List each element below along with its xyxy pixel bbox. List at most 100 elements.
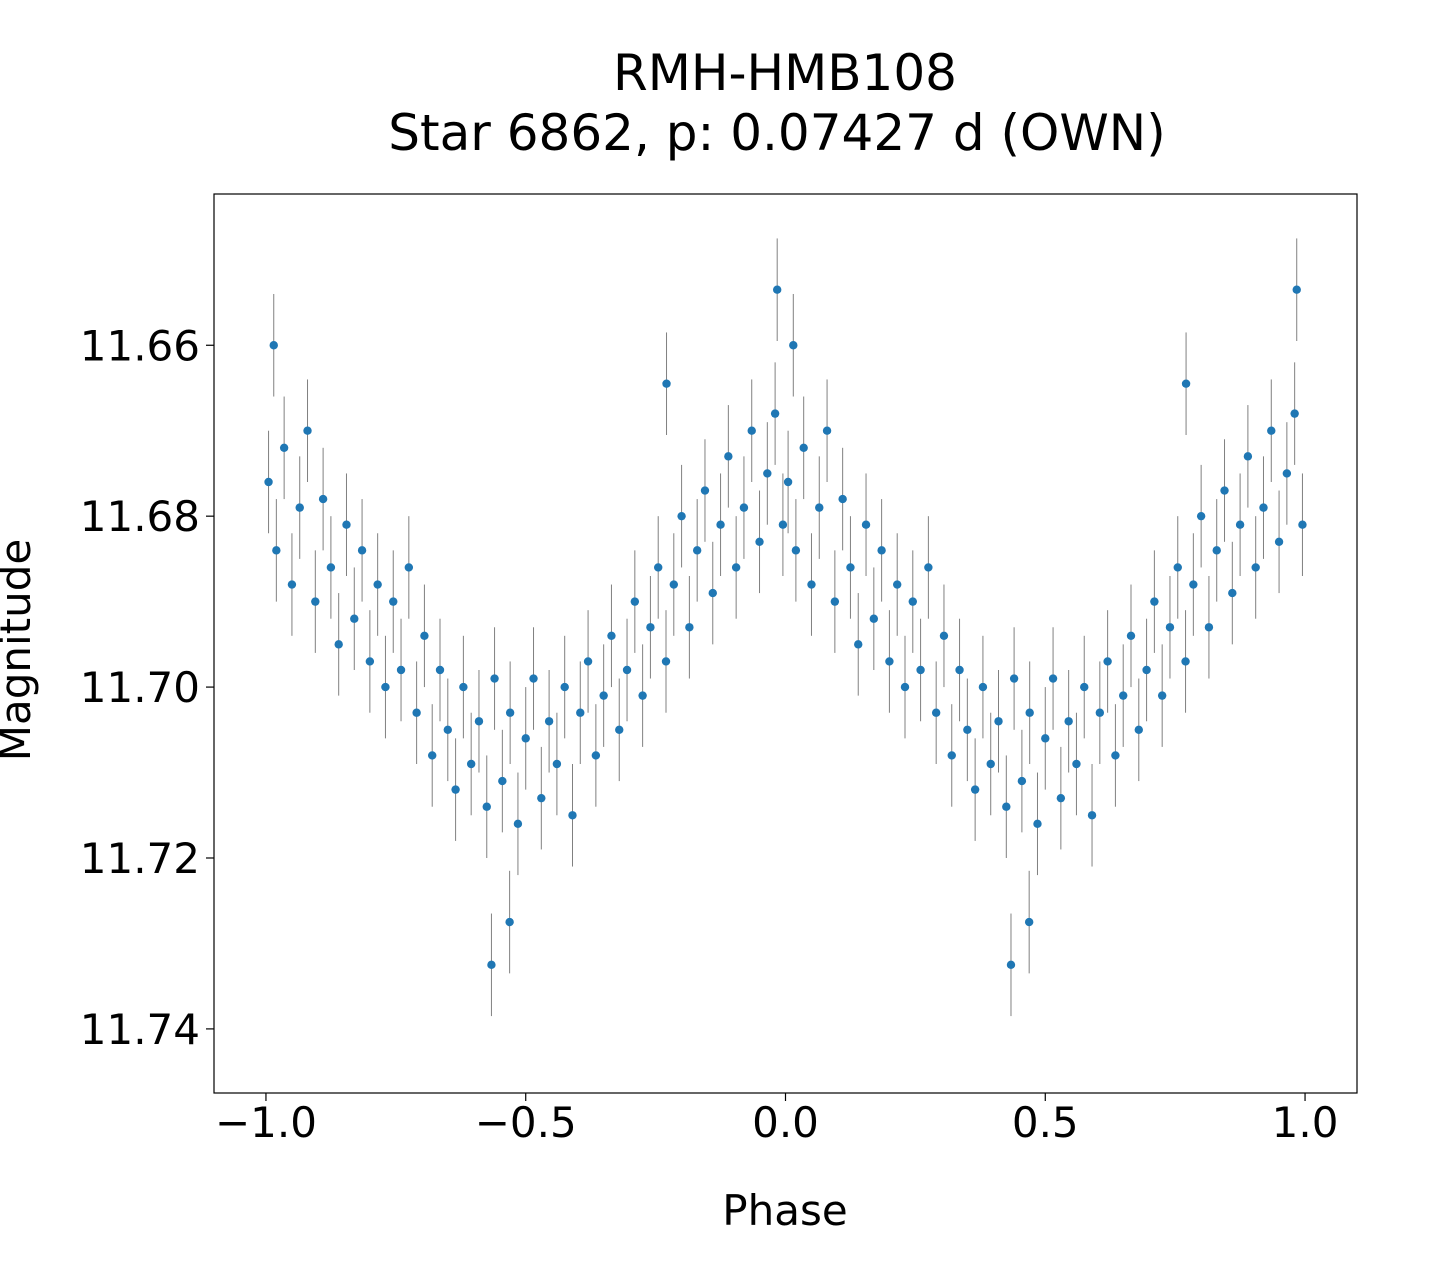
data-point: [544, 717, 554, 726]
data-point: [1119, 691, 1128, 700]
data-point: [420, 631, 429, 641]
data-point: [1087, 811, 1097, 820]
data-point: [1134, 725, 1143, 735]
data-point: [1212, 546, 1221, 555]
data-point: [1056, 793, 1066, 803]
data-point: [1064, 717, 1073, 726]
data-point: [654, 563, 663, 572]
x-tick-label: −0.5: [475, 1098, 577, 1147]
data-point: [861, 520, 871, 529]
data-point: [1024, 917, 1034, 927]
data-point: [279, 443, 289, 453]
data-point: [529, 674, 538, 683]
data-point: [846, 563, 855, 572]
data-point: [963, 725, 972, 735]
x-tick-label: 0.0: [752, 1098, 819, 1147]
data-point: [498, 776, 507, 786]
data-point: [1095, 708, 1105, 717]
data-point: [677, 511, 686, 521]
data-point: [568, 811, 577, 820]
data-point: [318, 494, 328, 504]
data-point: [1282, 469, 1292, 478]
x-axis: −1.0 −0.5 0.0 0.5 1.0: [215, 1093, 1338, 1147]
data-point: [474, 717, 484, 726]
data-point: [1181, 379, 1191, 388]
data-point: [908, 597, 917, 606]
data-point: [939, 631, 949, 641]
data-point: [1126, 631, 1136, 641]
data-point: [513, 819, 523, 829]
data-point: [552, 759, 562, 769]
chart-subtitle: Star 6862, p: 0.07427 d (OWN): [388, 104, 1165, 162]
y-tick-label: 11.68: [80, 492, 200, 541]
data-point: [791, 546, 801, 555]
data-point: [1290, 409, 1299, 418]
data-point: [435, 665, 445, 675]
data-point: [272, 546, 281, 555]
data-point: [1033, 819, 1042, 829]
data-point: [947, 751, 956, 760]
data-point: [599, 691, 608, 700]
x-axis-label: Phase: [722, 1186, 847, 1235]
data-point: [747, 426, 756, 435]
data-point: [521, 734, 530, 743]
data-point: [560, 682, 569, 692]
data-point: [466, 759, 476, 769]
data-point: [1173, 563, 1182, 572]
data-point: [807, 580, 816, 589]
data-point: [583, 657, 593, 666]
data-point: [459, 682, 468, 692]
data-point: [334, 640, 343, 649]
data-point: [739, 503, 749, 512]
data-point: [287, 580, 297, 589]
data-point: [264, 477, 273, 487]
data-point: [1025, 708, 1034, 717]
data-point: [1150, 597, 1159, 606]
plot-marks: [264, 238, 1307, 1017]
data-point: [1111, 751, 1120, 760]
x-tick-label: 1.0: [1272, 1098, 1339, 1147]
data-point: [770, 409, 780, 418]
data-point: [1165, 623, 1175, 632]
data-point: [576, 708, 585, 717]
data-point: [357, 546, 367, 555]
data-point: [615, 725, 624, 735]
data-point: [1181, 657, 1190, 666]
data-point: [482, 802, 491, 811]
data-point: [994, 717, 1003, 726]
data-point: [789, 341, 798, 350]
data-point: [269, 341, 278, 350]
data-point: [1292, 285, 1301, 294]
data-point: [885, 657, 894, 666]
data-point: [830, 597, 840, 606]
data-point: [487, 960, 496, 970]
data-point: [1157, 691, 1167, 700]
data-point: [916, 665, 925, 675]
data-point: [1017, 776, 1027, 786]
data-point: [443, 725, 452, 735]
data-point: [451, 785, 460, 794]
data-point: [1189, 580, 1198, 589]
data-point: [854, 640, 863, 649]
data-point: [505, 917, 514, 927]
data-point: [978, 682, 988, 692]
data-point: [778, 520, 788, 529]
data-point: [591, 751, 601, 760]
data-point: [342, 520, 351, 529]
data-point: [412, 708, 421, 717]
data-point: [716, 520, 725, 529]
data-point: [1220, 486, 1229, 495]
data-point: [700, 486, 710, 495]
data-point: [311, 597, 320, 606]
data-point: [607, 631, 616, 641]
data-point: [1235, 520, 1245, 529]
data-point: [1048, 674, 1058, 683]
data-point: [685, 623, 694, 632]
data-point: [799, 443, 808, 453]
data-point: [838, 494, 847, 504]
data-point: [1002, 802, 1011, 811]
data-point: [396, 665, 406, 675]
data-point: [373, 580, 382, 589]
data-point: [661, 657, 671, 666]
data-point: [537, 793, 546, 803]
